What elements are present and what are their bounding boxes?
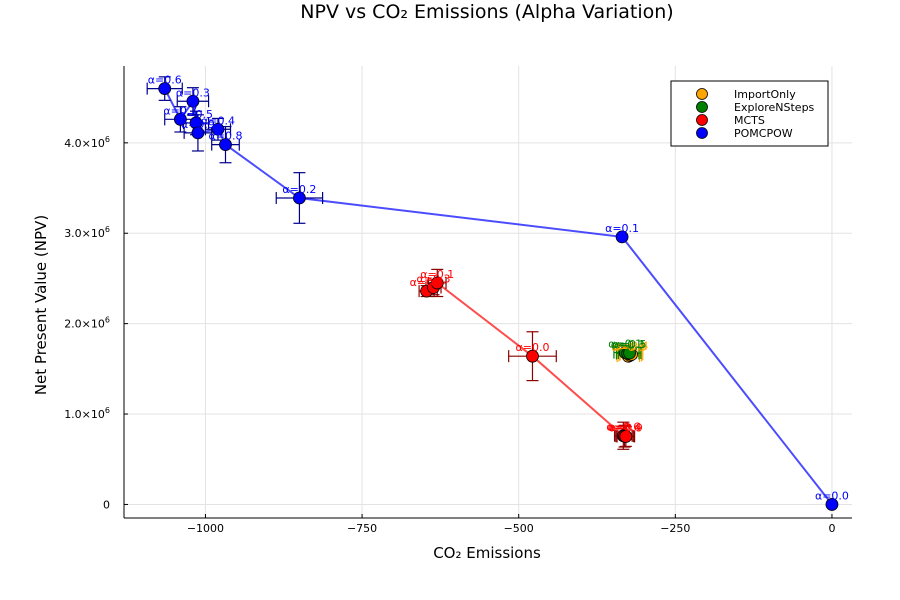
legend-marker	[696, 88, 708, 100]
pomcpow-point	[219, 138, 232, 152]
legend-marker	[696, 114, 708, 126]
pomcpow-point	[825, 498, 839, 511]
pomcpow-point	[293, 191, 306, 205]
explorensteps-point-label: α=0.3	[611, 338, 645, 351]
mcts-point	[619, 430, 633, 443]
axes: −1000 −750 −500 −250 0 0 1.0×106 2.0×106 3.0×106…	[64, 66, 852, 535]
y-tick-label: 4.0×106	[64, 135, 110, 150]
mcts-point-label: α=0.1	[420, 268, 454, 281]
y-tick-label: 1.0×106	[64, 406, 110, 421]
y-tick-label: 3.0×106	[64, 225, 110, 240]
y-tick-label: 2.0×106	[64, 316, 110, 331]
series-lines	[163, 88, 833, 506]
x-axis-label: CO₂ Emissions	[433, 544, 541, 562]
mcts-point-label: α=0.9	[609, 421, 643, 434]
explorensteps-point-label: α=0.1	[608, 338, 642, 351]
pomcpow-point	[615, 230, 629, 244]
legend-marker	[696, 127, 708, 139]
mcts-point	[526, 349, 539, 363]
y-axis-label: Net Present Value (NPV)	[32, 215, 50, 395]
pomcpow-point	[173, 112, 187, 126]
mcts-point-label: α=0.6	[606, 421, 640, 434]
data-points	[158, 82, 839, 511]
pomcpow-point-label: α=0.8	[209, 130, 243, 143]
chart-title: NPV vs CO₂ Emissions (Alpha Variation)	[300, 1, 673, 23]
pomcpow-point-label: α=0.6	[148, 74, 182, 87]
legend-label: ExploreNSteps	[734, 101, 815, 114]
pomcpow-point	[191, 126, 205, 140]
pomcpow-point-label: α=0.9	[181, 118, 215, 131]
importonly-point-label: α=0.4	[614, 339, 648, 352]
legend-label: ImportOnly	[734, 88, 796, 101]
mcts-point	[430, 276, 444, 290]
x-tick-label: 0	[828, 522, 835, 535]
pomcpow-point-label: α=0.3	[176, 86, 210, 99]
mcts-line	[426, 281, 627, 438]
mcts-point-label: α=0.0	[515, 341, 549, 354]
y-tick-label: 0	[103, 498, 110, 511]
x-tick-label: −250	[660, 522, 690, 535]
explorensteps-point-label: α=0.5	[613, 338, 647, 351]
pomcpow-point	[186, 94, 200, 108]
pomcpow-point	[211, 122, 225, 136]
legend-label: POMCPOW	[734, 127, 793, 140]
explorensteps-point	[623, 346, 636, 360]
importonly-point-label: α=0.8	[611, 341, 645, 354]
pomcpow-point-label: α=0.5	[179, 108, 213, 121]
legend-label: MCTS	[734, 114, 765, 127]
mcts-point-label: α=0.4	[608, 421, 642, 434]
pomcpow-point-label: α=0.7	[163, 104, 197, 117]
pomcpow-point-label: α=0.4	[201, 114, 235, 127]
importonly-point-label: α=0.6	[613, 340, 647, 353]
x-tick-label: −1000	[187, 522, 224, 535]
pomcpow-point-label: α=0.1	[605, 222, 639, 235]
x-tick-label: −750	[347, 522, 377, 535]
pomcpow-point	[158, 82, 172, 95]
pomcpow-line	[163, 88, 833, 506]
mcts-point-label: α=0.8	[410, 276, 444, 289]
x-tick-label: −500	[504, 522, 534, 535]
pomcpow-point-label: α=0.2	[282, 183, 316, 196]
legend-marker	[696, 101, 708, 113]
pomcpow-point-label: α=0.0	[815, 489, 849, 502]
point-labels: α=0.8α=0.6α=0.4α=0.1α=0.3α=0.5α=0.8α=0.3…	[148, 74, 849, 503]
mcts-point-label: α=0.3	[417, 272, 451, 285]
